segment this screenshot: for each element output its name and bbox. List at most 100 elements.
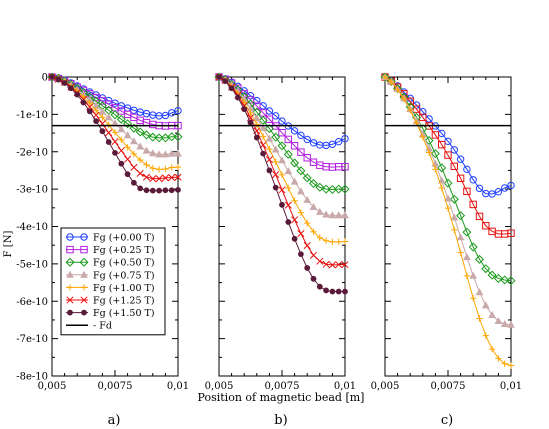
data-point (266, 145, 273, 153)
data-point (265, 156, 273, 164)
data-point (112, 149, 118, 156)
data-point (61, 80, 68, 86)
data-point (443, 178, 453, 188)
data-point (161, 150, 170, 158)
x-axis-label: Position of magnetic bead [m] (198, 391, 365, 404)
data-point (432, 166, 439, 173)
data-point (156, 187, 163, 194)
data-point (55, 76, 62, 83)
data-point (450, 146, 458, 154)
legend-item: Fg (+1.25 T) (66, 296, 155, 307)
data-point (265, 134, 274, 142)
data-point (104, 113, 113, 121)
data-point (494, 317, 503, 325)
data-point (284, 201, 292, 209)
data-point (278, 117, 286, 125)
data-point (437, 176, 446, 184)
x-tick-label: 0,01 (167, 381, 189, 392)
data-point (506, 276, 516, 286)
data-point (290, 127, 299, 135)
legend-marker (80, 233, 88, 241)
data-point (341, 211, 349, 219)
y-tick-label: -6e-10 (16, 297, 48, 308)
data-point (136, 142, 145, 150)
data-point (129, 123, 139, 133)
data-point (469, 200, 477, 209)
x-tick-label: 0,005 (205, 381, 234, 392)
legend-marker (80, 245, 88, 254)
data-point (149, 164, 156, 172)
data-point (118, 136, 125, 143)
data-point (258, 115, 268, 125)
data-point (123, 131, 132, 139)
data-point (341, 134, 349, 143)
series-line (384, 76, 512, 235)
data-point (470, 295, 477, 302)
data-point (341, 261, 349, 269)
panel-label-b: b) (274, 413, 287, 428)
data-point (111, 138, 119, 146)
legend-item: Fg (+1.50 T) (66, 308, 155, 319)
data-point (342, 288, 348, 295)
data-point (341, 238, 349, 245)
data-point (468, 242, 478, 252)
data-point (340, 184, 350, 194)
data-point (124, 171, 131, 178)
legend-marker (80, 296, 88, 304)
data-point (303, 135, 311, 144)
data-point (290, 177, 299, 185)
data-point (329, 288, 336, 295)
data-point (309, 251, 318, 259)
data-point (308, 179, 319, 189)
data-point (475, 184, 484, 193)
data-point (173, 132, 183, 142)
data-point (400, 95, 408, 103)
series-line (51, 76, 179, 180)
data-point (476, 315, 483, 322)
data-point (469, 271, 478, 279)
series-line (384, 76, 512, 367)
legend-marker (79, 257, 89, 267)
data-point (315, 182, 325, 192)
data-point (316, 234, 323, 241)
data-point (161, 174, 169, 182)
data-point (110, 110, 120, 120)
data-point (68, 85, 74, 92)
data-point (302, 173, 312, 183)
y-tick-label: -2e-10 (16, 147, 48, 158)
data-point (444, 151, 452, 159)
data-point (137, 185, 144, 192)
data-point (310, 228, 317, 235)
data-point (456, 211, 466, 221)
data-point (284, 135, 293, 144)
data-point (323, 287, 330, 294)
data-point (493, 273, 503, 283)
data-point (450, 162, 459, 171)
series-5 (215, 73, 349, 269)
data-point (469, 176, 477, 184)
chart-panel-3: 0,005 0,0075 0,01 (371, 72, 522, 392)
data-point (507, 320, 515, 328)
data-point (80, 99, 87, 106)
data-point (49, 74, 55, 80)
legend: Fg (+0.00 T)Fg (+0.25 T)Fg (+0.50 T)Fg (… (60, 227, 166, 336)
data-point (148, 149, 157, 157)
legend-label: Fg (+1.50 T) (93, 308, 155, 319)
data-point (74, 91, 81, 98)
data-point (175, 186, 181, 193)
series-3 (381, 72, 515, 328)
data-point (216, 74, 222, 80)
data-point (93, 118, 99, 125)
data-point (252, 114, 261, 122)
legend-marker (81, 309, 87, 316)
data-point (500, 275, 510, 285)
data-point (272, 184, 279, 191)
data-point (487, 270, 497, 280)
data-point (162, 165, 169, 173)
data-point (86, 108, 93, 115)
data-point (105, 129, 113, 137)
data-point (341, 163, 349, 171)
series-3 (215, 72, 349, 219)
data-point (438, 184, 445, 192)
legend-label: Fg (+1.00 T) (93, 283, 155, 294)
